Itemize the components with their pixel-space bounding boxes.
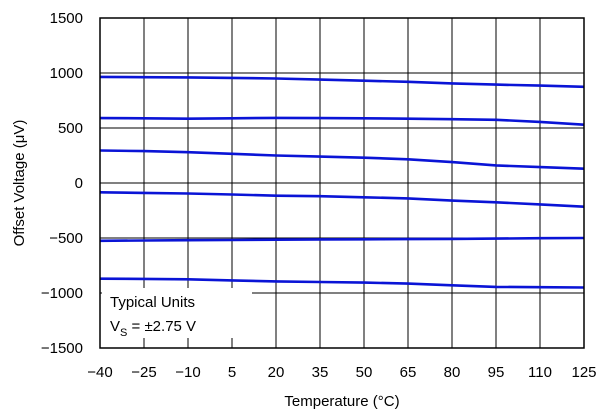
legend-line1: Typical Units [110, 294, 195, 311]
y-tick-label: 1000 [50, 65, 83, 82]
series-line-5 [99, 236, 585, 243]
x-tick-label: −10 [175, 364, 200, 381]
series-layer [99, 75, 585, 289]
x-tick-label: 50 [356, 364, 373, 381]
x-axis-title: Temperature (°C) [284, 393, 399, 410]
x-tick-label: 65 [400, 364, 417, 381]
x-tick-label: 110 [528, 364, 552, 381]
legend-line2: VS = ±2.75 V [110, 318, 196, 339]
y-tick-label: −500 [49, 230, 83, 247]
legend-value: = ±2.75 V [127, 318, 196, 335]
x-tick-label: 20 [268, 364, 285, 381]
series-line-1 [99, 75, 585, 89]
legend-subscript: S [120, 327, 127, 339]
legend-v: V [110, 318, 120, 335]
y-tick-label: −1000 [41, 285, 83, 302]
series-line-6 [99, 277, 585, 289]
legend-background [102, 288, 252, 338]
y-axis-title: Offset Voltage (μV) [11, 120, 28, 247]
x-tick-label: 95 [488, 364, 505, 381]
x-tick-label: 5 [228, 364, 236, 381]
series-line-2 [99, 116, 585, 126]
series-line-3 [99, 149, 585, 170]
x-tick-label: 125 [571, 364, 596, 381]
y-tick-label: 500 [58, 120, 83, 137]
x-tick-label: −40 [87, 364, 112, 381]
y-tick-label: −1500 [41, 340, 83, 357]
y-tick-label: 1500 [50, 10, 83, 27]
series-line-4 [99, 191, 585, 208]
legend-box: Typical Units VS = ±2.75 V [102, 288, 252, 339]
x-tick-label: −25 [131, 364, 156, 381]
x-tick-labels: −40 −25 −10 5 20 35 50 65 80 95 110 125 [87, 364, 596, 381]
plot-frame [99, 17, 585, 349]
y-tick-labels: 1500 1000 500 0 −500 −1000 −1500 [41, 10, 83, 357]
x-tick-label: 80 [444, 364, 461, 381]
y-tick-label: 0 [75, 175, 83, 192]
x-tick-label: 35 [312, 364, 329, 381]
